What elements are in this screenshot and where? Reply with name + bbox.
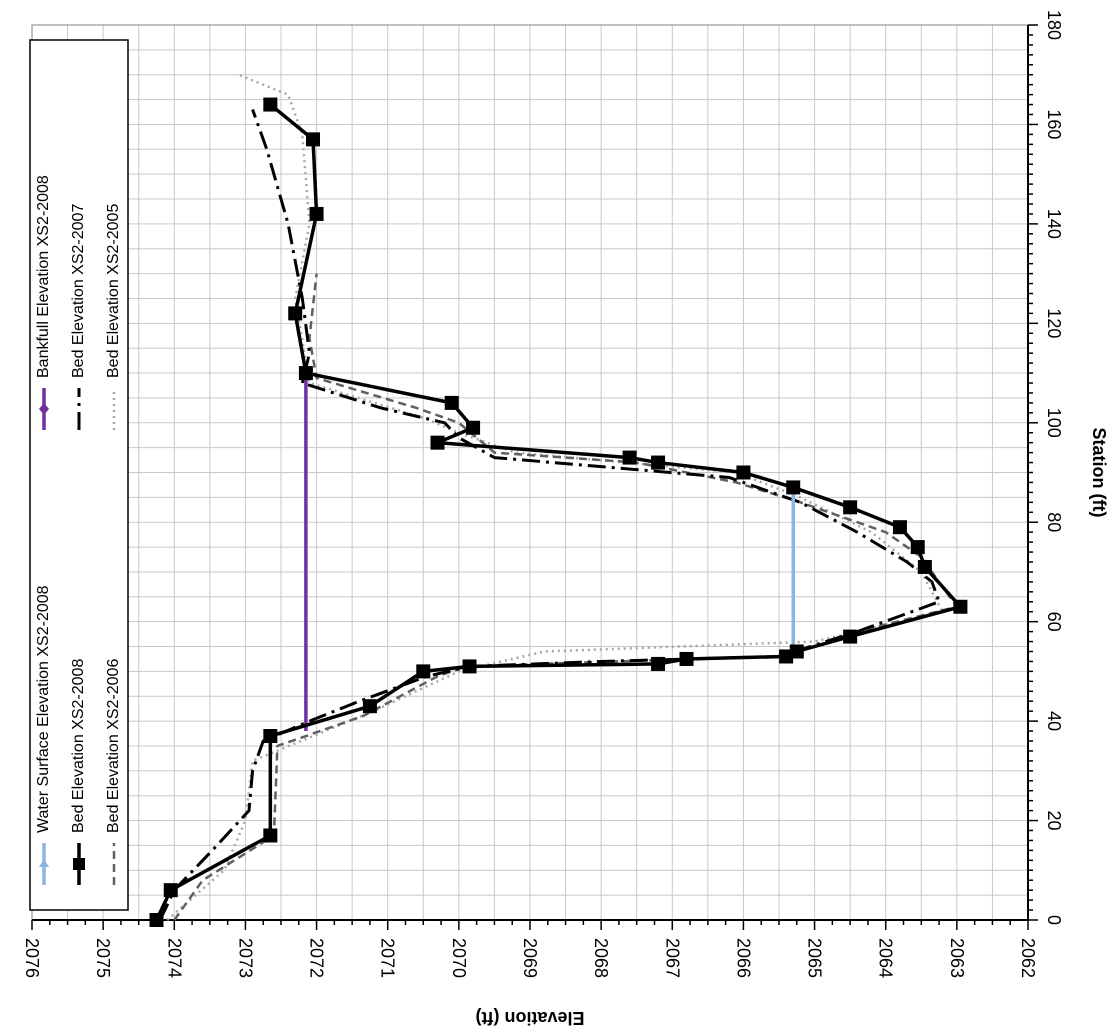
data-point-bed-2008: [892, 520, 907, 535]
data-point-bed-2008: [306, 132, 321, 147]
data-point-bed-2008: [843, 500, 858, 515]
data-point-bed-2008: [309, 206, 324, 221]
legend-label: Bed Elevation XS2-2006: [105, 659, 122, 833]
data-point-bed-2008: [622, 450, 637, 465]
station-tick-label: 80: [1044, 512, 1064, 532]
data-point-bed-2008: [679, 651, 694, 666]
elevation-tick-label: 2066: [733, 938, 753, 978]
series-line-bed-elevation-xs2-2007: [158, 109, 941, 921]
data-point-bed-2008: [953, 599, 968, 614]
data-point-bed-2008: [466, 420, 481, 435]
elevation-tick-label: 2076: [22, 938, 42, 978]
legend-label: Bankfull Elevation XS2-2008: [35, 175, 52, 378]
legend-marker: [73, 858, 85, 870]
data-point-bed-2008: [789, 644, 804, 659]
data-point-bed-2008: [736, 465, 751, 480]
data-point-bed-2008: [917, 559, 932, 574]
data-point-bed-2008: [462, 659, 477, 674]
elevation-tick-label: 2065: [805, 938, 825, 978]
station-tick-label: 60: [1044, 612, 1064, 632]
legend-label: Bed Elevation XS2-2007: [70, 204, 87, 378]
data-point-bed-2008: [843, 629, 858, 644]
data-point-bed-2008: [362, 699, 377, 714]
data-point-bed-2008: [430, 435, 445, 450]
elevation-tick-label: 2073: [235, 938, 255, 978]
legend-label: Water Surface Elevation XS2-2008: [35, 585, 52, 833]
elevation-tick-label: 2071: [378, 938, 398, 978]
station-tick-label: 140: [1044, 209, 1064, 239]
station-tick-label: 120: [1044, 308, 1064, 338]
data-point-bed-2008: [444, 395, 459, 410]
data-point-bed-2008: [651, 656, 666, 671]
data-point-bed-2008: [786, 480, 801, 495]
elevation-tick-label: 2068: [591, 938, 611, 978]
data-point-bed-2008: [163, 883, 178, 898]
legend-marker: [39, 403, 49, 415]
elevation-tick-label: 2062: [1018, 938, 1038, 978]
data-point-bed-2008: [416, 664, 431, 679]
data-point-bed-2008: [910, 540, 925, 555]
data-point-bed-2008: [298, 366, 313, 381]
data-point-bed-2008: [263, 97, 278, 112]
elevation-tick-label: 2069: [520, 938, 540, 978]
station-tick-label: 0: [1044, 915, 1064, 925]
legend-box: [29, 39, 129, 911]
station-tick-label: 40: [1044, 711, 1064, 731]
data-point-bed-2008: [288, 306, 303, 321]
elevation-tick-label: 2067: [662, 938, 682, 978]
station-tick-label: 20: [1044, 811, 1064, 831]
data-point-bed-2008: [263, 828, 278, 843]
data-point-bed-2008: [263, 729, 278, 744]
station-tick-label: 180: [1044, 10, 1064, 40]
legend-marker: [39, 859, 49, 867]
elevation-tick-label: 2074: [164, 938, 184, 978]
series-line-bed-elevation-xs2-2008: [154, 103, 963, 921]
station-tick-label: 160: [1044, 109, 1064, 139]
elevation-tick-label: 2075: [93, 938, 113, 978]
elevation-tick-label: 2070: [449, 938, 469, 978]
elevation-tick-label: 2072: [307, 938, 327, 978]
elevation-tick-label: 2064: [876, 938, 896, 978]
data-point-bed-2008: [149, 913, 164, 927]
station-axis-title: Station (ft): [1089, 428, 1109, 518]
data-point-bed-2008: [779, 649, 794, 664]
legend-label: Bed Elevation XS2-2008: [70, 659, 87, 833]
station-tick-label: 100: [1044, 408, 1064, 438]
elevation-tick-label: 2063: [947, 938, 967, 978]
elevation-axis-title: Elevation (ft): [475, 1008, 584, 1028]
legend-label: Bed Elevation XS2-2005: [105, 204, 122, 378]
data-point-bed-2008: [651, 455, 666, 470]
